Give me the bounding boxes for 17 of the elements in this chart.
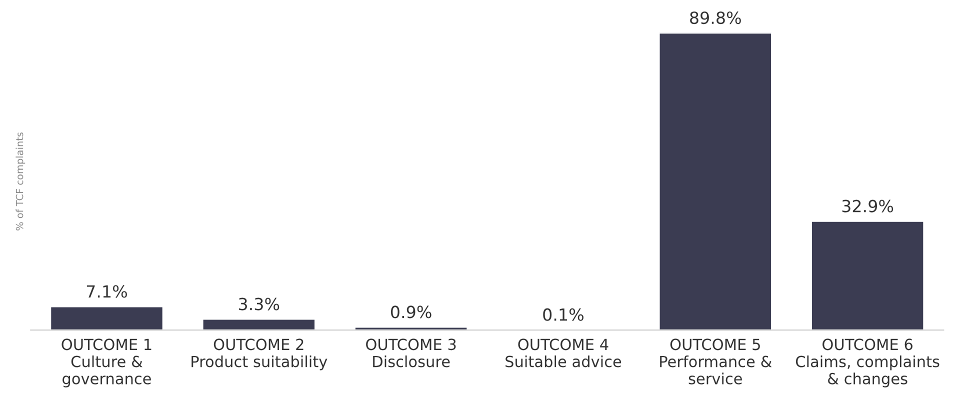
x-tick-label: OUTCOME 1 Culture & governance	[62, 338, 152, 388]
data-label: 7.1%	[86, 285, 127, 298]
data-label: 3.3%	[239, 298, 280, 310]
x-tick-label: OUTCOME 3 Disclosure	[366, 338, 456, 368]
bar	[50, 306, 164, 330]
x-tick-label: OUTCOME 6 Claims, complaints & changes	[796, 338, 940, 388]
x-tick-label: OUTCOME 2 Product suitability	[192, 338, 328, 370]
bar	[202, 318, 316, 330]
data-label: 0.1%	[543, 308, 584, 321]
data-label: 32.9%	[842, 200, 894, 212]
y-axis-title: % of TCF complaints	[16, 132, 26, 230]
bar	[810, 220, 925, 330]
data-label: 89.8%	[690, 11, 741, 24]
x-tick-label: OUTCOME 4 Suitable advice	[506, 338, 622, 368]
bar	[658, 32, 772, 330]
data-label: 0.9%	[390, 306, 432, 318]
x-tick-label: OUTCOME 5 Performance & service	[660, 338, 772, 384]
